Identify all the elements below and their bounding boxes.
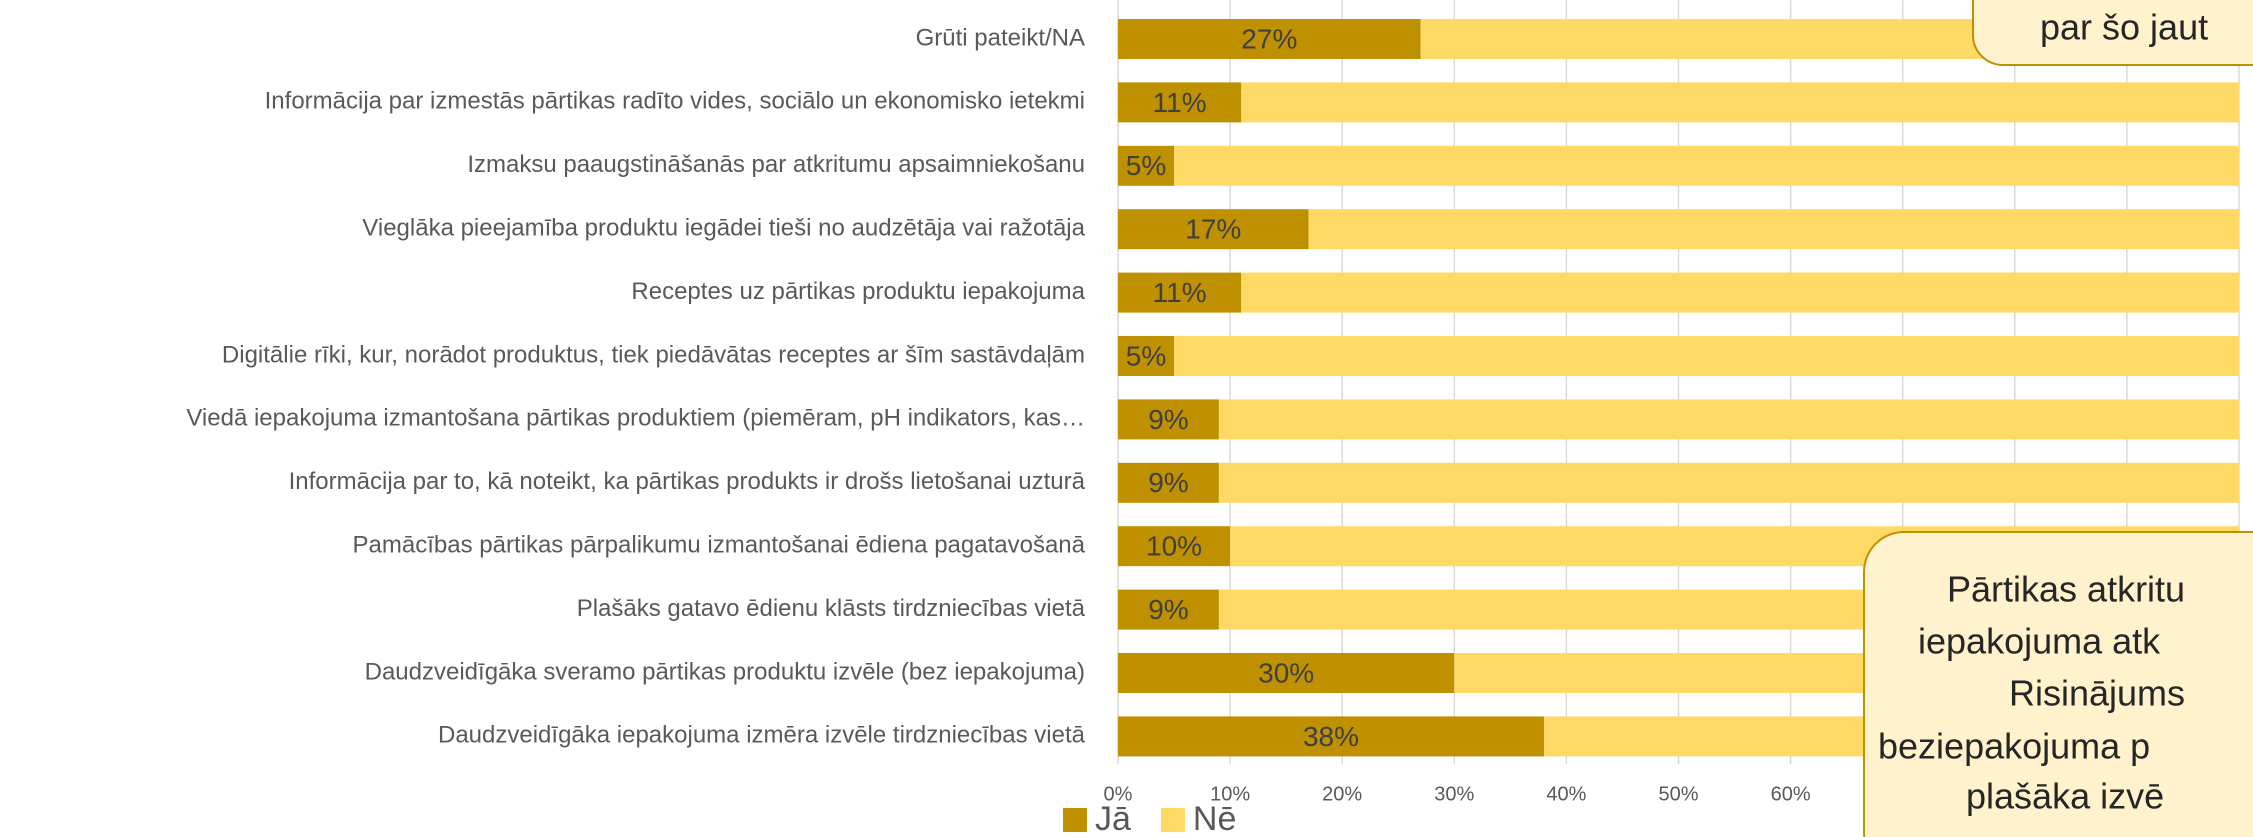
data-label: 5% xyxy=(1126,150,1166,181)
bar-segment xyxy=(1118,145,1175,186)
callout-text: Pārtikas atkritu xyxy=(1947,569,2185,610)
y-tick-label: Viedā iepakojuma izmantošana pārtikas pr… xyxy=(186,405,1085,432)
bar-segment xyxy=(1241,82,2239,123)
x-tick-label: 10% xyxy=(1210,783,1250,805)
bar-segment xyxy=(1118,19,1421,59)
bar-segment xyxy=(1118,462,1219,503)
y-tick-label: Informācija par izmestās pārtikas radīto… xyxy=(265,88,1085,115)
bar-segment xyxy=(1174,145,2239,186)
y-tick-label: Daudzveidīgāka iepakojuma izmēra izvēle … xyxy=(438,722,1086,749)
legend-label: Nē xyxy=(1193,800,1236,837)
y-tick-label: Daudzveidīgāka sveramo pārtikas produktu… xyxy=(365,658,1085,685)
bar-segment xyxy=(1218,462,2239,503)
y-tick-label: Grūti pateikt/NA xyxy=(916,24,1085,51)
bar-segment xyxy=(1118,209,1309,250)
legend-swatch xyxy=(1160,808,1185,832)
y-tick-label: Pamācības pārtikas pārpalikumu izmantoša… xyxy=(353,532,1086,559)
legend-swatch xyxy=(1063,808,1087,832)
bar-segment xyxy=(1118,716,1544,757)
y-tick-label: Vieglāka pieejamība produktu iegādei tie… xyxy=(362,215,1085,242)
x-tick-label: 60% xyxy=(1771,783,1811,805)
bar-segment xyxy=(1118,272,1242,313)
y-tick-label: Receptes uz pārtikas produktu iepakojuma xyxy=(631,278,1085,305)
legend-label: Jā xyxy=(1095,800,1131,837)
data-label: 9% xyxy=(1148,404,1188,435)
y-tick-label: Informācija par to, kā noteikt, ka pārti… xyxy=(289,468,1086,495)
bar-segment xyxy=(1118,82,1242,123)
callout-box xyxy=(1863,531,2253,837)
bar-segment xyxy=(1118,336,1175,376)
data-label: 27% xyxy=(1241,23,1297,54)
callout-box xyxy=(1972,0,2253,66)
bar-segment xyxy=(1241,272,2239,313)
bar-segment xyxy=(1118,399,1219,440)
y-tick-label: Izmaksu paaugstināšanās par atkritumu ap… xyxy=(467,151,1085,178)
data-label: 17% xyxy=(1185,214,1241,245)
bar-segment xyxy=(1118,526,1231,567)
data-label: 5% xyxy=(1126,340,1166,371)
x-tick-label: 0% xyxy=(1104,783,1133,805)
data-label: 11% xyxy=(1153,87,1207,118)
x-tick-label: 30% xyxy=(1434,783,1474,805)
bar-segment xyxy=(1174,336,2239,376)
callout-text: beziepakojuma p xyxy=(1878,726,2150,767)
callout-text: Risinājums xyxy=(2009,673,2185,714)
callout-text: par šo jaut xyxy=(2040,7,2208,48)
x-tick-label: 20% xyxy=(1322,783,1362,805)
bar-segment xyxy=(1118,653,1455,693)
x-tick-label: 40% xyxy=(1546,783,1586,805)
data-label: 30% xyxy=(1258,657,1314,688)
bar-segment xyxy=(1118,589,1219,630)
data-label: 9% xyxy=(1148,467,1188,498)
bar-segment xyxy=(1308,209,2239,250)
data-label: 11% xyxy=(1153,277,1207,308)
y-tick-label: Plašāks gatavo ēdienu klāsts tirdzniecīb… xyxy=(577,595,1086,622)
data-label: 38% xyxy=(1303,721,1359,752)
callout-text: plašāka izvē xyxy=(1966,776,2164,817)
data-label: 10% xyxy=(1146,531,1202,562)
data-label: 9% xyxy=(1148,594,1188,625)
bar-segment xyxy=(1218,399,2239,440)
y-tick-label: Digitālie rīki, kur, norādot produktus, … xyxy=(222,341,1085,368)
callout-text: iepakojuma atk xyxy=(1918,621,2161,662)
x-tick-label: 50% xyxy=(1658,783,1698,805)
